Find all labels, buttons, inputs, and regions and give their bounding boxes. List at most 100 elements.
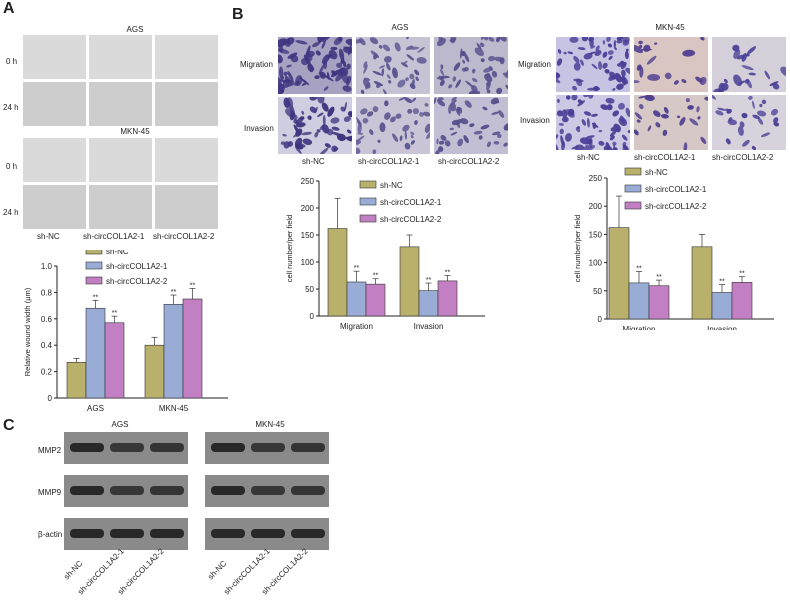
stained-cell	[748, 72, 756, 76]
blot-band	[211, 443, 245, 452]
stained-cell	[312, 41, 320, 48]
category-label: Migration	[623, 325, 656, 330]
stained-cell	[386, 74, 391, 79]
stained-cell	[407, 108, 413, 114]
stained-cell	[556, 77, 561, 84]
stained-cell	[598, 61, 603, 70]
stained-cell	[404, 142, 411, 150]
stained-cell	[342, 60, 347, 68]
stained-cell	[461, 67, 466, 72]
y-tick-label: 1.0	[41, 262, 53, 271]
stained-cell	[319, 71, 326, 79]
stained-cell	[483, 37, 489, 41]
significance-label: **	[93, 294, 99, 301]
stained-cell	[469, 123, 475, 128]
stained-cell	[444, 140, 451, 147]
stained-cell	[780, 66, 786, 77]
stained-cell	[414, 69, 420, 76]
stained-cell	[384, 56, 392, 63]
stained-cell	[612, 88, 616, 91]
stained-cell	[440, 64, 444, 70]
stained-cell	[496, 87, 503, 94]
stained-cell	[392, 133, 399, 143]
stained-cell	[309, 97, 318, 101]
stained-cell	[414, 120, 418, 125]
stained-cell	[737, 126, 744, 136]
stained-cell	[426, 130, 430, 139]
stained-cell	[738, 80, 746, 85]
stained-cell	[360, 108, 368, 115]
significance-label: **	[426, 277, 432, 284]
stained-cell	[406, 54, 415, 61]
stained-cell	[613, 143, 616, 150]
stained-cell	[434, 97, 437, 105]
stained-cell	[416, 57, 427, 64]
panel-c-line2-label: MKN-45	[255, 420, 285, 429]
stained-cell	[505, 69, 508, 76]
wound-image-mkn-24h-sh1	[89, 185, 152, 229]
transwell-image-ags-invasion-sh1	[356, 97, 430, 154]
stained-cell	[625, 67, 630, 75]
stained-cell	[495, 37, 501, 43]
stained-cell	[556, 98, 560, 103]
stained-cell	[741, 53, 747, 62]
stained-cell	[683, 142, 688, 150]
stained-cell	[321, 40, 326, 49]
stained-cell	[440, 135, 447, 141]
stained-cell	[558, 123, 564, 126]
stained-cell	[561, 116, 569, 123]
stained-cell	[328, 49, 338, 60]
stained-cell	[409, 73, 415, 80]
stained-cell	[571, 95, 578, 101]
stained-cell	[286, 82, 295, 87]
stained-cell	[450, 131, 458, 136]
stained-cell	[612, 110, 619, 117]
y-tick-label: 250	[301, 177, 315, 186]
transwell-image-ags-invasion-shnc	[278, 97, 352, 154]
stained-cell	[452, 76, 457, 82]
stained-cell	[696, 106, 700, 113]
category-label: AGS	[87, 404, 104, 413]
stained-cell	[405, 45, 414, 51]
stained-cell	[573, 62, 581, 71]
blot-band	[291, 529, 325, 538]
stained-cell	[412, 108, 420, 115]
wound-image-ags-24h-sh1	[89, 82, 152, 126]
stained-cell	[638, 40, 643, 45]
stained-cell	[362, 117, 369, 124]
stained-cell	[357, 135, 365, 141]
category-label: Invasion	[414, 322, 444, 331]
stained-cell	[321, 54, 330, 65]
stained-cell	[409, 46, 420, 50]
stained-cell	[322, 37, 332, 43]
stained-cell	[695, 76, 703, 83]
stained-cell	[724, 108, 729, 112]
stained-cell	[382, 44, 391, 52]
bar	[628, 282, 650, 320]
stained-cell	[488, 55, 495, 62]
stained-cell	[378, 45, 383, 49]
stained-cell	[481, 37, 485, 40]
wound-image-mkn-0h-sh2	[155, 138, 218, 182]
stained-cell	[397, 79, 406, 88]
stained-cell	[741, 112, 748, 119]
stained-cell	[621, 76, 627, 86]
stained-cell	[646, 55, 657, 65]
legend-label: sh-circCOL1A2-2	[380, 215, 442, 224]
panel-a-line2-label: MKN-45	[120, 127, 150, 136]
stained-cell	[295, 146, 302, 154]
legend-swatch	[624, 201, 642, 210]
stained-cell	[577, 47, 586, 51]
stained-cell	[299, 77, 310, 86]
stained-cell	[772, 83, 780, 90]
stained-cell	[450, 102, 457, 112]
panel-c-lane-mkn-shnc: sh-NC	[206, 558, 229, 582]
stained-cell	[660, 113, 669, 119]
transwell-image-mkn-migration-sh1	[634, 37, 708, 92]
stained-cell	[606, 104, 613, 111]
stained-cell	[400, 62, 409, 68]
significance-label: **	[445, 270, 451, 277]
stained-cell	[585, 135, 595, 139]
category-label: MKN-45	[159, 404, 189, 413]
transwell-image-mkn-invasion-shnc	[556, 95, 630, 150]
